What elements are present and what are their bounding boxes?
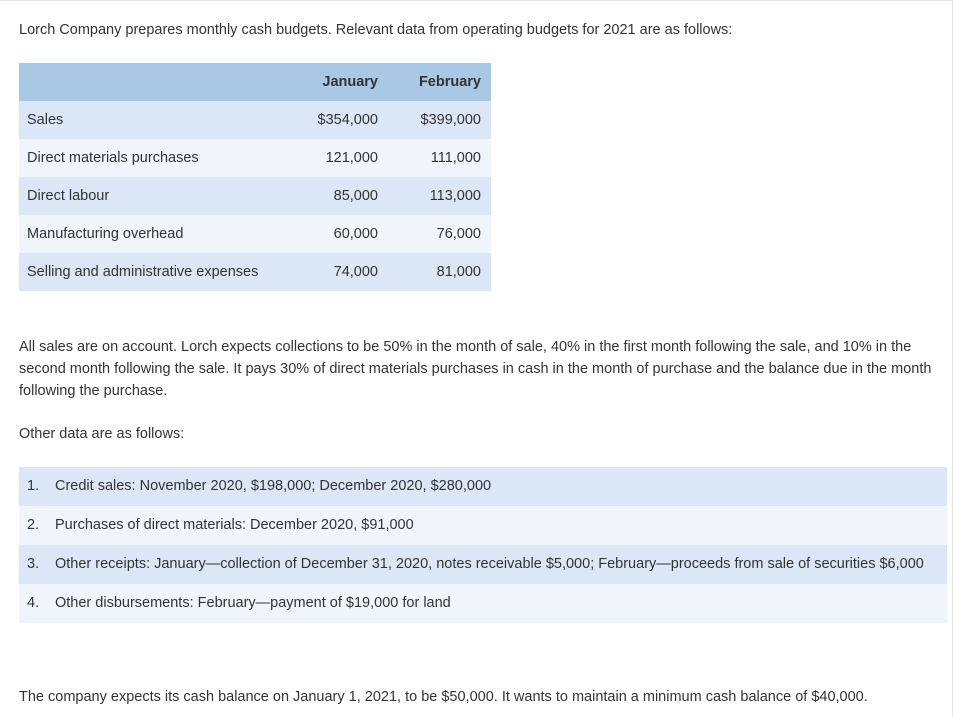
january-value: 121,000 [293,139,388,177]
row-label: Selling and administrative expenses [19,253,293,291]
table-row: Direct materials purchases 121,000 111,0… [19,139,491,177]
item-number: 4. [27,595,40,611]
operating-budget-table: January February Sales $354,000 $399,000… [19,63,491,291]
table-row: Manufacturing overhead 60,000 76,000 [19,215,491,253]
january-value: $354,000 [293,101,388,139]
item-number: 3. [27,556,40,572]
table-row: Sales $354,000 $399,000 [19,101,491,139]
list-item: 4. Other disbursements: February—payment… [19,584,947,623]
row-label: Direct labour [19,177,293,215]
row-label: Sales [19,101,293,139]
february-value: 113,000 [388,177,491,215]
january-value: 60,000 [293,215,388,253]
collections-paragraph: All sales are on account. Lorch expects … [19,339,932,399]
header-january: January [293,63,388,101]
item-number: 1. [27,478,40,494]
item-text: Credit sales: November 2020, $198,000; D… [55,478,492,494]
february-value: 76,000 [388,215,491,253]
list-item: 1. Credit sales: November 2020, $198,000… [19,467,947,506]
closing-text: The company expects its cash balance on … [19,689,868,705]
item-text: Purchases of direct materials: December … [55,517,414,533]
header-label [19,63,293,101]
table-row: Direct labour 85,000 113,000 [19,177,491,215]
january-value: 85,000 [293,177,388,215]
intro-text: Lorch Company prepares monthly cash budg… [19,22,733,38]
item-text: Other disbursements: February—payment of… [55,595,451,611]
table-row: Selling and administrative expenses 74,0… [19,253,491,291]
row-label: Direct materials purchases [19,139,293,177]
january-value: 74,000 [293,253,388,291]
item-number: 2. [27,517,40,533]
february-value: $399,000 [388,101,491,139]
other-data-list: 1. Credit sales: November 2020, $198,000… [19,467,947,623]
other-data-heading: Other data are as follows: [19,426,185,442]
list-item: 3. Other receipts: January—collection of… [19,545,947,584]
february-value: 111,000 [388,139,491,177]
table-header-row: January February [19,63,491,101]
header-february: February [388,63,491,101]
february-value: 81,000 [388,253,491,291]
row-label: Manufacturing overhead [19,215,293,253]
item-text: Other receipts: January—collection of De… [55,556,924,572]
list-item: 2. Purchases of direct materials: Decemb… [19,506,947,545]
